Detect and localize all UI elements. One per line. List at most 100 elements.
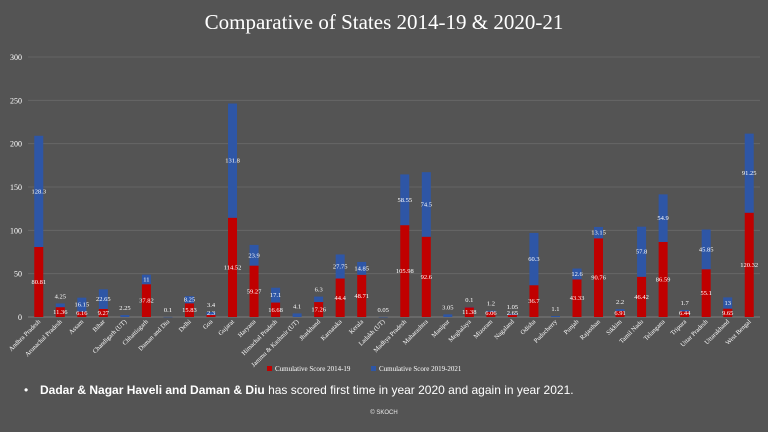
data-label-2014-19: 2.65 <box>507 310 518 317</box>
data-label-2019-21: 12.6 <box>571 271 583 278</box>
bar-2014-19 <box>572 279 582 317</box>
data-label-2019-21: 13.15 <box>591 230 606 237</box>
y-tick-label: 300 <box>10 53 22 62</box>
bars <box>34 103 754 318</box>
bar-2019-21 <box>486 310 496 312</box>
bar-2019-21 <box>658 194 668 242</box>
chart-title: Comparative of States 2014-19 & 2020-21 <box>204 10 564 34</box>
bar-2014-19 <box>206 315 216 317</box>
data-label-2019-21: 8.25 <box>184 297 195 304</box>
data-label-2014-19: 15.83 <box>182 307 197 314</box>
data-label-2019-21: 2.2 <box>616 299 624 306</box>
gridlines <box>28 56 760 318</box>
data-label-2014-19: 86.59 <box>656 276 671 283</box>
x-category-label: Jharkhand <box>298 318 322 342</box>
bar-2014-19 <box>271 302 281 317</box>
data-label-2014-19: 44.4 <box>334 295 346 302</box>
data-label-2014-19: 105.98 <box>396 268 414 275</box>
bar-2019-21 <box>34 135 44 247</box>
bar-2019-21 <box>421 172 431 237</box>
footnote-text: has scored first time in year 2020 and a… <box>264 383 574 397</box>
data-label-2014-19: 11.36 <box>53 309 68 316</box>
bar-2019-21 <box>550 316 560 317</box>
bar-2019-21 <box>637 226 647 277</box>
data-label-2014-19: 9.27 <box>98 310 110 317</box>
x-category-label: Punjab <box>563 318 581 336</box>
data-label-2014-19: 17.26 <box>311 307 326 314</box>
data-label-2019-21: 3.4 <box>207 302 216 309</box>
bar-2014-19 <box>335 278 345 317</box>
bar-2019-21 <box>292 313 302 317</box>
bar-2014-19 <box>98 308 108 317</box>
data-label-2019-21: 91.25 <box>742 170 757 177</box>
legend-label: Cumulative Score 2019-2021 <box>379 365 462 373</box>
bar-2019-21 <box>400 174 410 226</box>
bar-2014-19 <box>55 307 65 317</box>
bar-2014-19 <box>658 241 668 317</box>
x-category-label: Telangana <box>643 318 667 342</box>
data-label-2014-19: 2.3 <box>207 310 215 317</box>
bar-2014-19 <box>34 246 44 317</box>
bar-2014-19 <box>464 307 474 317</box>
x-category-label: Odisha <box>519 318 537 336</box>
bar-2019-21 <box>443 314 453 317</box>
y-tick-label: 50 <box>14 270 22 279</box>
bar-2019-21 <box>680 309 690 312</box>
bar-2019-21 <box>228 103 238 218</box>
bar-2019-21 <box>271 287 281 303</box>
bar-2014-19 <box>249 265 259 317</box>
data-label-2019-21: 11 <box>143 276 149 283</box>
bar-2014-19 <box>314 302 324 317</box>
x-category-label: Tripura <box>669 318 688 337</box>
bar-2019-21 <box>314 296 324 303</box>
y-axis: 0 50 100 150 200 250 300 <box>10 53 22 322</box>
data-label-2019-21: 13 <box>724 300 731 307</box>
bar-2019-21 <box>141 274 151 285</box>
data-label-2014-19: 9.65 <box>722 310 733 317</box>
data-label-2019-21: 60.3 <box>528 256 539 263</box>
x-category-label: Karnataka <box>320 318 344 342</box>
bar-2019-21 <box>335 254 345 279</box>
data-label-2014-19: 80.81 <box>31 279 46 286</box>
data-label-2019-21: 23.9 <box>248 252 259 259</box>
data-label-2019-21: 57.8 <box>636 249 647 256</box>
data-label-2019-21: 0.05 <box>378 307 389 314</box>
bar-2014-19 <box>723 308 733 317</box>
data-label-2019-21: 128.3 <box>31 188 46 195</box>
x-category-label: Kerala <box>348 318 365 335</box>
bar-2014-19 <box>680 311 690 317</box>
bar-2019-21 <box>77 297 87 312</box>
bar-2014-19 <box>141 284 151 317</box>
bar-2014-19 <box>228 217 238 317</box>
x-category-label: Assam <box>68 318 85 335</box>
bar-2014-19 <box>637 276 647 317</box>
bar-2019-21 <box>572 268 582 280</box>
x-category-label: Nagaland <box>493 318 516 341</box>
bar-2014-19 <box>594 238 604 317</box>
data-label-2019-21: 2.25 <box>119 305 130 312</box>
data-label-2019-21: 54.9 <box>657 215 668 222</box>
data-label-2019-21: 16.15 <box>75 302 90 309</box>
data-label-2014-19: 46.42 <box>634 294 649 301</box>
bar-2014-19 <box>744 212 754 317</box>
y-tick-label: 200 <box>10 140 22 149</box>
data-label-2019-21: 27.75 <box>333 263 348 270</box>
data-label-2014-19: 55.1 <box>700 290 711 297</box>
bar-2019-21 <box>249 244 259 266</box>
bar-2019-21 <box>615 309 625 312</box>
data-label-2014-19: 36.7 <box>528 298 540 305</box>
data-label-2014-19: 6.16 <box>76 310 88 317</box>
bar-2019-21 <box>701 229 711 270</box>
y-tick-label: 0 <box>18 313 22 322</box>
bar-2019-21 <box>55 303 65 308</box>
data-label-2019-21: 131.8 <box>225 158 240 165</box>
data-label-2019-21: 74.5 <box>421 201 432 208</box>
bar-2014-19 <box>486 311 496 317</box>
data-label-2019-21: 4.1 <box>293 303 301 310</box>
bar-2019-21 <box>744 133 754 213</box>
data-label-2019-21: 1.2 <box>487 301 495 308</box>
bar-2019-21 <box>98 289 108 309</box>
